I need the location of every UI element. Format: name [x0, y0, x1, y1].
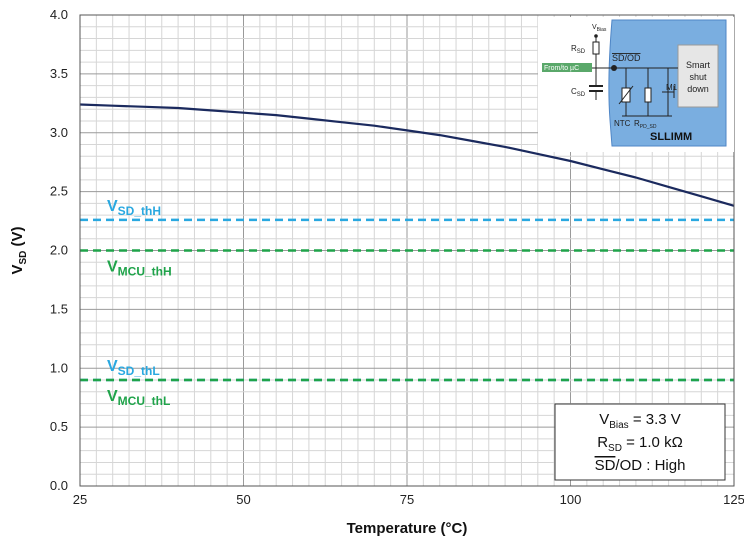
- x-tick-label: 50: [236, 492, 250, 507]
- series-line: [79, 103, 735, 207]
- x-tick-label: 100: [560, 492, 582, 507]
- rsd-resistor: [592, 41, 600, 55]
- from-uc-tag: [542, 63, 592, 72]
- x-tick-label: 75: [400, 492, 414, 507]
- conditions-box: VBias = 3.3 V RSD = 1.0 kΩ SD/OD : High: [554, 403, 726, 481]
- ntc-label: NTC: [614, 119, 631, 128]
- x-tick-label: 25: [73, 492, 87, 507]
- plot-frame: [79, 14, 735, 487]
- ntc-slash: [618, 85, 634, 105]
- threshold-lines: VSD_thH VMCU_thH VSD_thL VMCU_thL: [80, 198, 734, 408]
- sllimm-label: SLLIMM: [650, 131, 692, 143]
- shut-label: shut: [689, 72, 707, 82]
- y-tick-label: 0.0: [50, 478, 68, 493]
- y-tick-label: 2.5: [50, 184, 68, 199]
- m1-label: M1: [666, 83, 678, 92]
- from-uc-label: From/to µC: [544, 65, 579, 72]
- smart-shutdown-block: [677, 44, 719, 108]
- y-tick-label: 2.0: [50, 243, 68, 258]
- rsd-label: RSD: [571, 44, 586, 55]
- condition-line: VBias = 3.3 V: [599, 411, 681, 431]
- sd-od-pin: [611, 65, 617, 71]
- y-tick-label: 1.0: [50, 360, 68, 375]
- x-tick-label: 125: [723, 492, 744, 507]
- sd-od-label: SD/OD: [612, 53, 641, 63]
- conditions-frame: [554, 403, 726, 481]
- x-axis-title: Temperature (°C): [347, 520, 468, 537]
- y-tick-label: 3.5: [50, 66, 68, 81]
- threshold-label: VMCU_thH: [107, 259, 172, 279]
- condition-line: SD/OD : High: [595, 457, 686, 474]
- axis-tick-labels: 25 50 75 100 125 0.0 0.5 1.0 1.5 2.0 2.5 3.0 3.5 4.0: [50, 7, 744, 507]
- rpd-resistor: [644, 87, 652, 103]
- threshold-label: VMCU_thL: [107, 388, 170, 408]
- threshold-label: VSD_thH: [107, 198, 161, 218]
- rpd-label: RPD_SD: [634, 119, 657, 130]
- condition-line: RSD = 1.0 kΩ: [597, 434, 683, 454]
- csd-label: CSD: [571, 87, 586, 98]
- down-label: down: [687, 84, 709, 94]
- vbias-label: VBias: [592, 24, 607, 33]
- smart-label: Smart: [686, 60, 711, 70]
- y-axis-title: VSD (V): [9, 226, 29, 274]
- y-tick-label: 1.5: [50, 301, 68, 316]
- series-layer: [79, 103, 735, 207]
- inset-schematic: Smart shut down VBias RSD From/to µC SD/…: [538, 17, 734, 152]
- y-tick-label: 4.0: [50, 7, 68, 22]
- y-tick-label: 3.0: [50, 125, 68, 140]
- threshold-label: VSD_thL: [107, 358, 160, 378]
- y-tick-label: 0.5: [50, 419, 68, 434]
